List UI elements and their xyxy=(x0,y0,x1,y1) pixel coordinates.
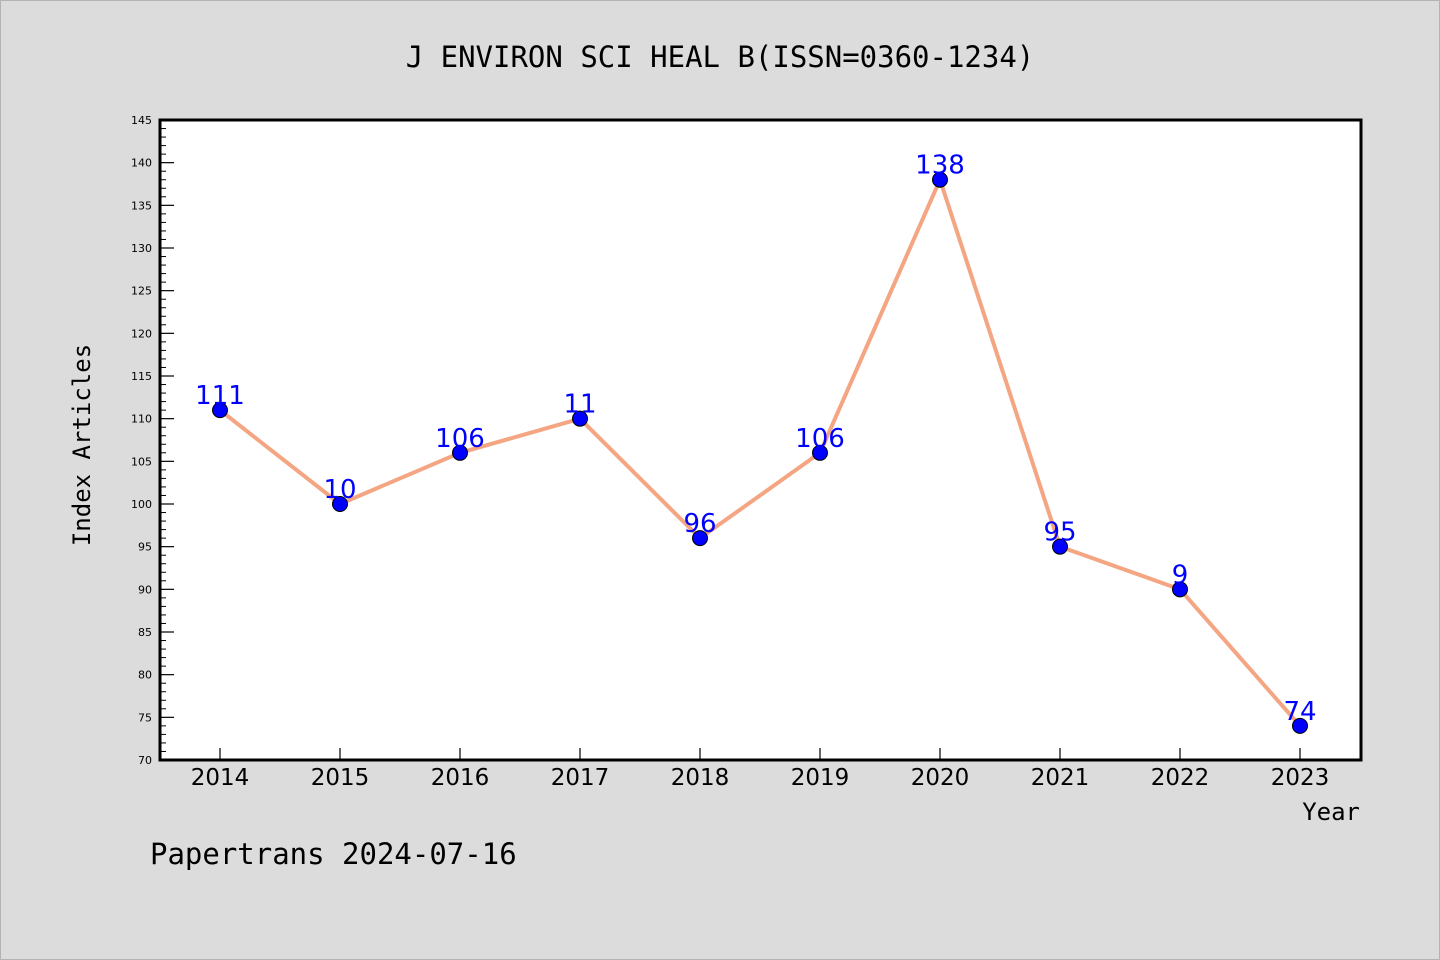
footer-credit: Papertrans 2024-07-16 xyxy=(150,837,517,871)
data-label: 111 xyxy=(195,381,245,411)
y-tick-label: 115 xyxy=(131,370,152,383)
data-point xyxy=(1052,538,1068,555)
y-tick-label: 130 xyxy=(131,242,152,255)
x-tick-label: 2021 xyxy=(1031,765,1090,791)
x-axis: 2014 2015 2016 2017 2018 2019 2020 2021 2022 2023 xyxy=(191,748,1330,791)
y-tick-label: 135 xyxy=(131,199,152,212)
x-tick-label: 2017 xyxy=(551,765,610,791)
series-line xyxy=(218,177,1302,728)
data-label: 106 xyxy=(435,424,485,454)
data-point xyxy=(212,402,228,419)
x-axis-label: Year xyxy=(1302,798,1360,826)
data-label: 11 xyxy=(563,390,596,420)
y-tick-label: 145 xyxy=(131,114,152,127)
data-label: 95 xyxy=(1043,518,1076,548)
x-tick-label: 2014 xyxy=(191,765,250,791)
y-axis: 70 75 80 85 90 95 100 105 110 115 120 125 130 135 140 1… xyxy=(131,114,174,767)
y-tick-label: 90 xyxy=(138,583,152,596)
data-point xyxy=(452,444,468,461)
y-tick-label: 140 xyxy=(131,157,152,170)
x-tick-label: 2018 xyxy=(671,765,730,791)
y-tick-label: 75 xyxy=(138,711,152,724)
y-axis-label: Index Articles xyxy=(68,344,96,546)
x-tick-label: 2023 xyxy=(1271,765,1330,791)
data-label: 9 xyxy=(1172,560,1189,590)
data-point xyxy=(1172,581,1188,598)
y-tick-label: 125 xyxy=(131,285,152,298)
x-tick-label: 2016 xyxy=(431,765,490,791)
data-point xyxy=(332,496,348,512)
y-tick-label: 85 xyxy=(138,626,152,639)
y-tick-label: 110 xyxy=(131,413,152,426)
data-labels: 111 10 106 11 96 106 138 95 9 74 xyxy=(195,151,1316,727)
y-tick-label: 70 xyxy=(138,754,152,767)
data-point xyxy=(572,410,588,427)
x-tick-label: 2020 xyxy=(911,765,970,791)
y-tick-label: 95 xyxy=(138,541,152,554)
plot-area xyxy=(158,118,1363,762)
data-point xyxy=(692,530,708,547)
data-label: 138 xyxy=(915,151,965,181)
y-tick-label: 105 xyxy=(131,455,152,468)
y-tick-label: 120 xyxy=(131,327,152,340)
y-tick-label: 100 xyxy=(131,498,152,511)
y-minor-ticks xyxy=(160,128,166,752)
y-tick-label: 80 xyxy=(138,669,152,682)
data-label: 10 xyxy=(323,475,356,505)
data-point xyxy=(1292,717,1308,734)
data-point xyxy=(812,444,828,461)
x-tick-label: 2019 xyxy=(791,765,850,791)
x-tick-label: 2015 xyxy=(311,765,370,791)
data-label: 74 xyxy=(1283,697,1316,727)
data-markers xyxy=(212,171,1308,734)
chart-title: J ENVIRON SCI HEAL B(ISSN=0360-1234) xyxy=(406,40,1035,74)
data-point xyxy=(932,171,948,188)
x-tick-label: 2022 xyxy=(1151,765,1210,791)
data-label: 106 xyxy=(795,424,845,454)
series-line-group xyxy=(218,177,1302,728)
data-label: 96 xyxy=(683,509,716,539)
